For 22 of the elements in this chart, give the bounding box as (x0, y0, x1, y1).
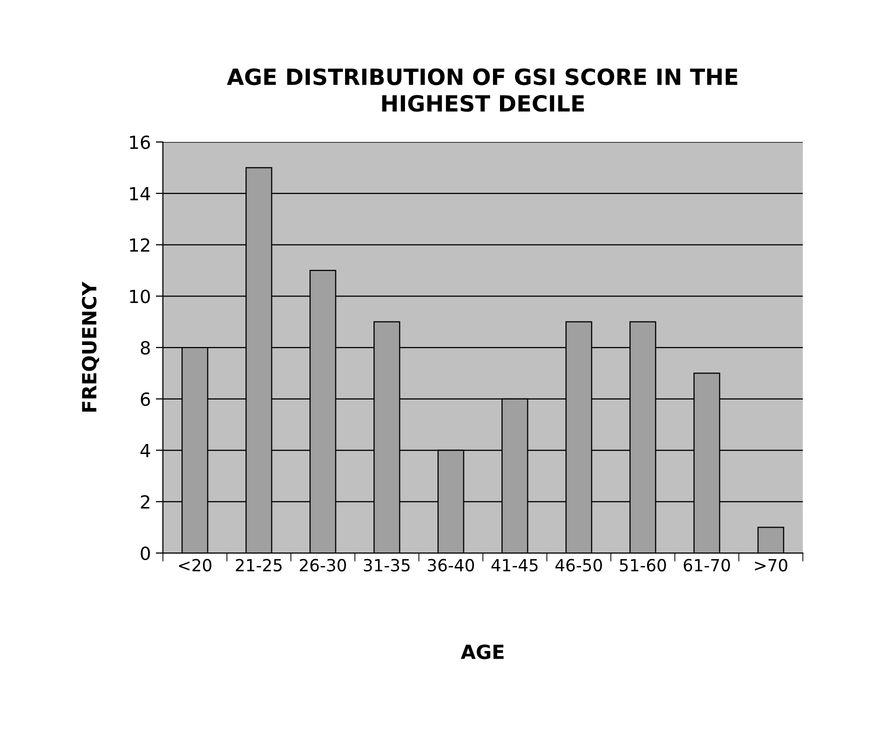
y-tick-label: 8 (140, 340, 150, 355)
y-tick-label: 6 (140, 392, 150, 406)
x-tick-label: >70 (754, 558, 788, 572)
x-tick-label: 26-30 (300, 558, 346, 572)
x-tick-label: <20 (179, 558, 212, 572)
y-tick-label: 2 (140, 495, 150, 509)
y-axis-title: FREQUENCY (82, 281, 100, 412)
y-tick-label: 14 (130, 187, 150, 200)
x-tick-label: 46-50 (555, 558, 602, 572)
x-tick-label: 51-60 (620, 558, 666, 572)
y-tick-label: 16 (130, 135, 150, 150)
x-tick-label: 41-45 (491, 559, 538, 572)
x-axis-title: AGE (460, 644, 504, 660)
y-tick-label: 12 (130, 238, 150, 252)
chart-title: AGE DISTRIBUTION OF GSI SCORE IN THE HIGHEST DECILE (226, 68, 738, 112)
y-tick-label: 10 (130, 290, 150, 304)
x-tick-label: 61-70 (684, 558, 730, 572)
y-tick-label: 0 (140, 546, 150, 560)
x-tick-label: 31-35 (364, 558, 410, 572)
x-tick-label: 21-25 (236, 558, 282, 572)
y-tick-label: 4 (140, 444, 150, 458)
x-tick-label: 36-40 (428, 558, 474, 572)
